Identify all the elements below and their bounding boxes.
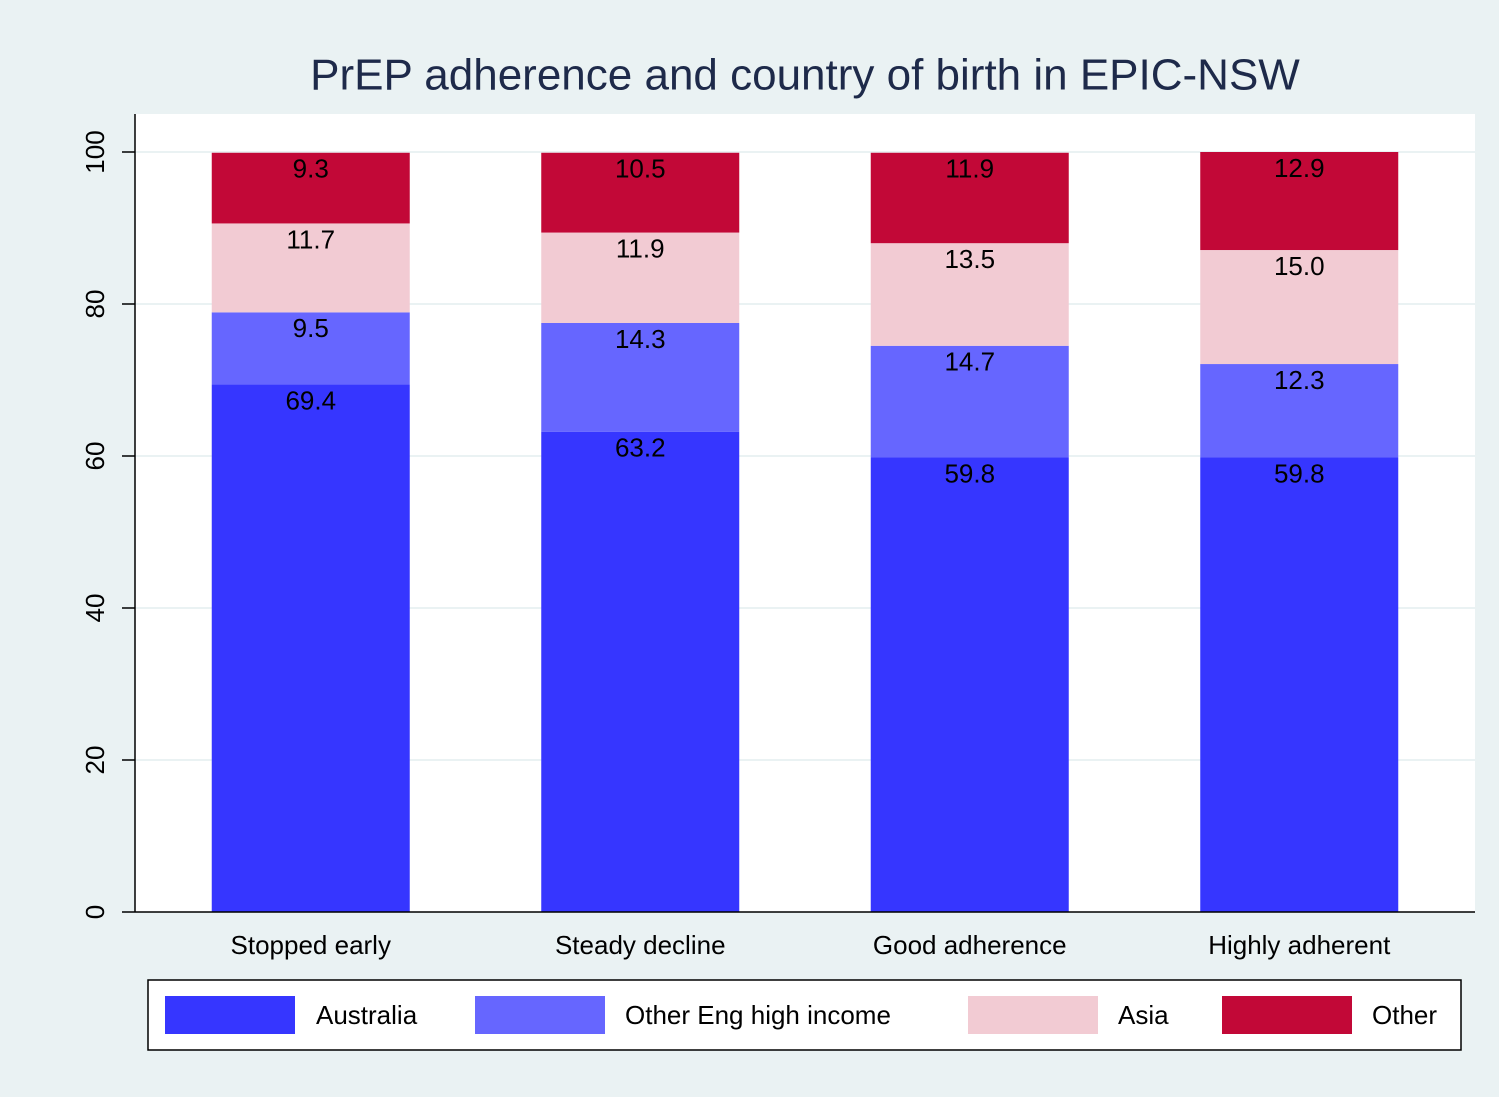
data-label: 9.3 — [293, 154, 329, 184]
y-tick-label: 100 — [80, 130, 110, 173]
bar-segment — [1200, 250, 1399, 365]
bar-segment — [211, 152, 410, 224]
legend-swatch — [475, 996, 605, 1034]
bar-segment — [1200, 457, 1399, 912]
bar-segment — [541, 323, 740, 432]
data-label: 59.8 — [1274, 458, 1325, 488]
bar-segment — [870, 243, 1069, 346]
data-label: 12.3 — [1274, 365, 1325, 395]
data-label: 10.5 — [615, 154, 666, 184]
bar-segment — [870, 457, 1069, 912]
bar-segment — [541, 232, 740, 323]
x-tick-label: Stopped early — [231, 930, 391, 960]
data-label: 14.3 — [615, 324, 666, 354]
legend-swatch — [968, 996, 1098, 1034]
data-label: 14.7 — [944, 347, 995, 377]
data-label: 13.5 — [944, 244, 995, 274]
data-label: 11.7 — [286, 224, 335, 254]
y-tick-label: 40 — [80, 594, 110, 623]
legend-label: Asia — [1118, 1000, 1169, 1030]
bar-segment — [1200, 152, 1399, 251]
data-label: 59.8 — [944, 458, 995, 488]
data-label: 69.4 — [285, 385, 336, 415]
bar-segment — [211, 312, 410, 385]
data-label: 12.9 — [1274, 153, 1325, 183]
data-label: 11.9 — [616, 233, 665, 263]
bar-segment — [541, 152, 740, 233]
chart-title: PrEP adherence and country of birth in E… — [310, 51, 1300, 100]
bar-segment — [211, 384, 410, 912]
legend-swatch — [1222, 996, 1352, 1034]
y-tick-label: 0 — [80, 905, 110, 919]
bar-segment — [1200, 364, 1399, 458]
data-label: 9.5 — [293, 313, 329, 343]
y-tick-label: 20 — [80, 746, 110, 775]
x-tick-label: Highly adherent — [1208, 930, 1391, 960]
legend-label: Other Eng high income — [625, 1000, 891, 1030]
bar-segment — [870, 345, 1069, 458]
bar-segment — [541, 431, 740, 912]
bar-segment — [211, 223, 410, 313]
legend-label: Australia — [316, 1000, 418, 1030]
y-tick-label: 80 — [80, 290, 110, 319]
data-label: 11.9 — [945, 154, 994, 184]
y-tick-label: 60 — [80, 442, 110, 471]
data-label: 15.0 — [1274, 251, 1325, 281]
bar-segment — [870, 152, 1069, 244]
legend-label: Other — [1372, 1000, 1437, 1030]
legend-swatch — [165, 996, 295, 1034]
x-tick-label: Steady decline — [555, 930, 726, 960]
data-label: 63.2 — [615, 433, 666, 463]
x-tick-label: Good adherence — [873, 930, 1067, 960]
